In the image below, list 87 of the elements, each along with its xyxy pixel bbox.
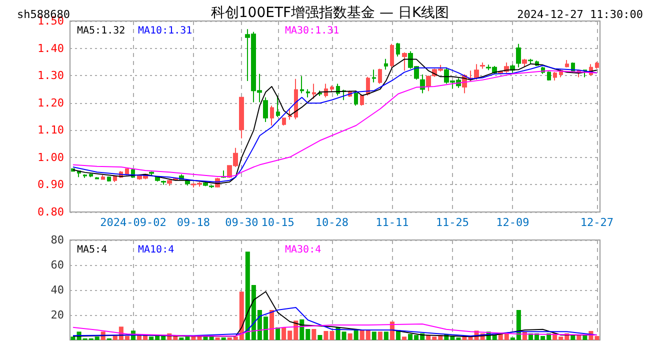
bar xyxy=(354,330,358,340)
x-tick-label: 09-18 xyxy=(176,216,210,229)
candlestick xyxy=(553,72,557,81)
y-tick-label: 0.80 xyxy=(38,206,64,218)
text: 2024-12-27 11:30:00 xyxy=(517,8,644,21)
bar xyxy=(270,310,274,340)
candlestick xyxy=(528,58,533,64)
chart-title: 科创100ETF增强指数基金 — 日K线图 xyxy=(210,5,450,21)
x-tick-label: 12-09 xyxy=(496,216,530,229)
candlestick xyxy=(384,58,388,70)
candlestick xyxy=(83,174,87,178)
candlestick xyxy=(396,42,400,57)
line-series xyxy=(72,324,598,336)
bar xyxy=(576,335,582,340)
candlestick xyxy=(595,61,599,70)
candlestick xyxy=(185,180,190,186)
candlestick xyxy=(113,175,117,182)
bar xyxy=(582,335,588,340)
x-tick-label: 12-27 xyxy=(580,216,614,229)
candlestick xyxy=(282,117,286,126)
candlestick xyxy=(522,58,527,68)
candlestick xyxy=(474,64,479,80)
x-tick-label: 2024-09-02 xyxy=(100,216,166,229)
candlestick xyxy=(480,62,485,70)
bar xyxy=(402,336,407,340)
text: MA30:4 xyxy=(285,244,322,256)
candlestick xyxy=(300,76,304,94)
y-tick-label: 1.10 xyxy=(38,124,64,137)
candlestick xyxy=(294,78,298,120)
candlestick xyxy=(95,176,99,180)
candlestick xyxy=(516,43,521,68)
candlestick xyxy=(161,180,166,186)
text: MA5:1.32 xyxy=(77,26,126,36)
candlestick xyxy=(583,69,587,78)
candlestick xyxy=(342,89,346,101)
x-tick-label: 09-30 xyxy=(225,216,258,229)
y-tick-label: 40 xyxy=(50,284,64,296)
candlestick xyxy=(565,60,569,68)
candlestick xyxy=(89,173,93,178)
bar xyxy=(384,332,388,340)
text: MA10:1.31 xyxy=(138,26,192,36)
line-series xyxy=(72,307,598,336)
text: MA30:1.31 xyxy=(285,26,340,36)
candlestick xyxy=(402,52,407,72)
x-tick-label: 10-15 xyxy=(261,216,294,229)
x-tick-label: 10-28 xyxy=(315,216,349,229)
y-tick-label: 0.90 xyxy=(38,178,64,192)
candlestick xyxy=(276,94,280,118)
candlestick xyxy=(330,85,334,93)
candlestick xyxy=(239,96,244,139)
bar xyxy=(378,332,382,340)
candlestick xyxy=(378,68,382,84)
y-tick-label: 1.40 xyxy=(38,42,64,55)
x-tick-label: 11-11 xyxy=(376,216,409,229)
y-tick-label: 1.00 xyxy=(38,150,64,164)
text: MA5:4 xyxy=(77,244,108,256)
candlestick xyxy=(420,74,425,94)
x-tick-label: 11-25 xyxy=(436,216,470,229)
y-tick-label: 1.30 xyxy=(38,69,64,82)
text: MA10:4 xyxy=(138,244,174,256)
candlestick xyxy=(390,43,394,68)
candlestick xyxy=(149,171,154,176)
candlestick xyxy=(263,96,268,122)
candlestick xyxy=(270,105,274,126)
candlestick xyxy=(547,70,551,81)
candlestick xyxy=(107,176,111,182)
candlestick xyxy=(312,83,316,100)
bar xyxy=(276,327,280,340)
candlestick xyxy=(101,174,105,180)
y-tick-label: 80 xyxy=(50,234,64,246)
candlestick xyxy=(318,90,322,97)
bar xyxy=(372,332,376,340)
candlestick xyxy=(354,90,358,106)
y-tick-label: 20 xyxy=(50,308,64,322)
bar xyxy=(312,329,316,340)
candlestick xyxy=(288,108,292,120)
y-tick-label: 1.20 xyxy=(38,96,64,110)
candlestick xyxy=(360,94,364,106)
candlestick xyxy=(366,76,370,96)
bar xyxy=(318,335,322,340)
bar xyxy=(348,333,352,340)
candlestick xyxy=(306,88,310,98)
y-tick-label: 60 xyxy=(50,258,64,272)
bar xyxy=(570,335,576,340)
candlestick xyxy=(372,69,376,83)
candlestick xyxy=(426,75,431,92)
candlestick xyxy=(167,179,172,186)
